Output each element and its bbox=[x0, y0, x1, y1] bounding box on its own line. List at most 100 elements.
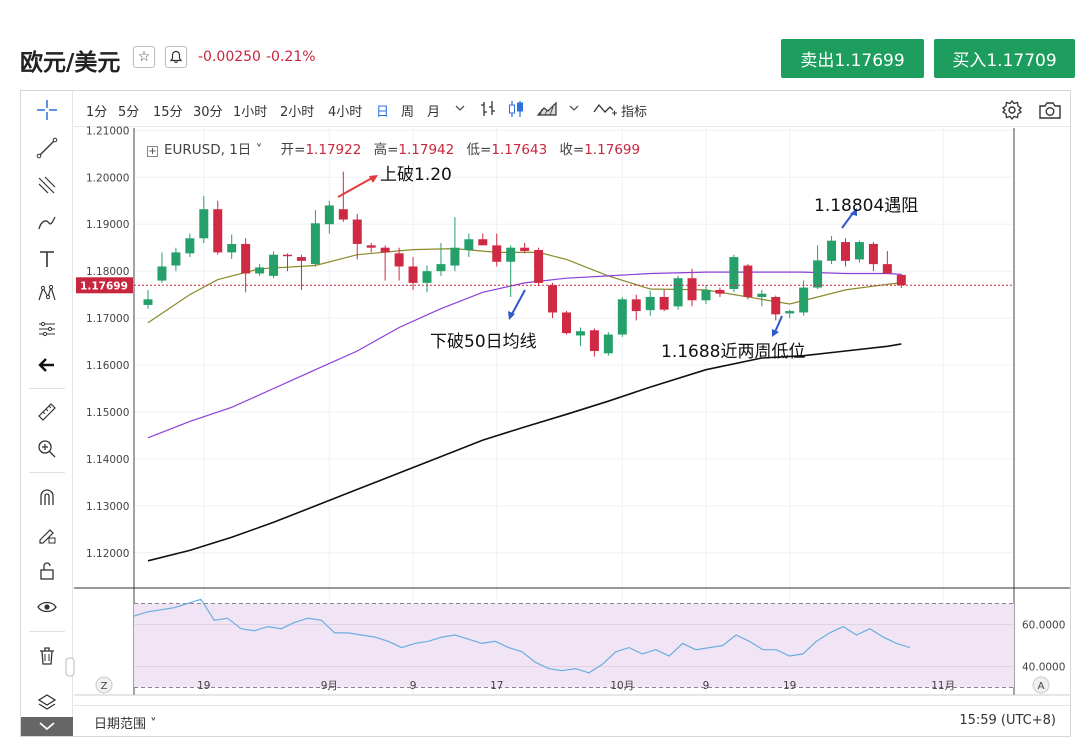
candle bbox=[241, 238, 251, 293]
high-label: 高= bbox=[373, 142, 399, 158]
price-tick-label: 1.21000 bbox=[86, 125, 129, 137]
trend-line-icon[interactable] bbox=[21, 133, 73, 163]
annotation-ma-break: 下破50日均线 bbox=[430, 332, 537, 352]
star-icon[interactable]: ☆ bbox=[133, 46, 155, 68]
toolbar-collapse-button[interactable] bbox=[21, 717, 73, 736]
date-range-button[interactable]: 日期范围 ˅ bbox=[94, 717, 157, 732]
price-tick-label: 1.14000 bbox=[86, 454, 129, 466]
candle bbox=[157, 252, 167, 283]
timeframe-4h[interactable]: 4小时 bbox=[328, 105, 363, 120]
chevron-down-icon[interactable]: ˅ bbox=[251, 142, 267, 158]
gear-icon[interactable] bbox=[1001, 99, 1023, 125]
candle-body bbox=[464, 239, 474, 251]
measure-icon[interactable] bbox=[21, 314, 73, 344]
timeframe-1m[interactable]: 1分 bbox=[86, 105, 108, 120]
candle-body bbox=[548, 285, 558, 313]
candle bbox=[548, 282, 558, 319]
candle bbox=[687, 268, 697, 307]
candle-body bbox=[868, 243, 878, 265]
symbol-label[interactable]: EURUSD, 1日 bbox=[164, 142, 252, 158]
unlock-icon[interactable] bbox=[21, 556, 73, 586]
timeframe-week[interactable]: 周 bbox=[401, 105, 415, 120]
brush-icon[interactable] bbox=[21, 207, 73, 237]
time-axis: 19 9月 9 17 10月 9 19 11月 Z A bbox=[65, 657, 1050, 694]
candlestick-icon[interactable] bbox=[506, 99, 526, 123]
indicator-icon[interactable] bbox=[593, 99, 617, 123]
chevron-down-icon[interactable] bbox=[568, 99, 580, 121]
lock-pencil-icon[interactable] bbox=[21, 520, 73, 550]
time-tick-label: 9 bbox=[410, 680, 417, 692]
candle-body bbox=[199, 209, 209, 239]
candle-body bbox=[659, 296, 669, 310]
close-label: 收= bbox=[559, 142, 585, 158]
eye-icon[interactable] bbox=[21, 592, 73, 622]
timeframe-month[interactable]: 月 bbox=[427, 105, 441, 120]
fib-tool-icon[interactable] bbox=[21, 170, 73, 200]
candle bbox=[436, 243, 446, 276]
candle-body bbox=[241, 243, 251, 274]
pattern-icon[interactable] bbox=[21, 279, 73, 309]
panel-resize-handle[interactable] bbox=[65, 657, 75, 677]
candle-body bbox=[394, 253, 404, 267]
candle bbox=[450, 217, 460, 272]
layers-icon[interactable] bbox=[21, 687, 73, 717]
candle bbox=[868, 242, 878, 272]
candle-body bbox=[882, 264, 892, 274]
price-tick-label: 1.18000 bbox=[86, 266, 129, 278]
candle bbox=[269, 251, 279, 279]
candle bbox=[422, 265, 432, 293]
indicators-button[interactable]: 指标 bbox=[621, 105, 648, 120]
ma_mid-line bbox=[147, 271, 902, 439]
annotation-arrows bbox=[337, 175, 857, 337]
time-tick-label: 10月 bbox=[610, 680, 634, 692]
chevron-down-icon[interactable] bbox=[454, 99, 466, 121]
candle bbox=[464, 233, 474, 258]
bar-chart-icon[interactable] bbox=[478, 99, 498, 123]
timezone-z-button[interactable]: Z bbox=[95, 676, 113, 694]
ruler-icon[interactable] bbox=[21, 397, 73, 427]
high-value: 1.17942 bbox=[398, 142, 455, 158]
close-value: 1.17699 bbox=[584, 142, 641, 158]
crosshair-icon[interactable] bbox=[21, 95, 73, 125]
candle-body bbox=[743, 265, 753, 297]
timeframe-day[interactable]: 日 bbox=[376, 105, 390, 120]
time-tick-label: 19 bbox=[197, 680, 210, 692]
candle bbox=[227, 234, 237, 259]
sell-button[interactable]: 卖出1.17699 bbox=[781, 39, 924, 78]
candle-body bbox=[492, 245, 502, 262]
time-tick-label: 17 bbox=[490, 680, 503, 692]
area-chart-icon[interactable] bbox=[536, 99, 560, 123]
auto-scale-button[interactable]: A bbox=[1032, 676, 1050, 694]
zoom-in-icon[interactable] bbox=[21, 434, 73, 464]
candle-body bbox=[478, 239, 488, 246]
text-tool-icon[interactable] bbox=[21, 244, 73, 274]
trash-icon[interactable] bbox=[21, 641, 73, 671]
candle-body bbox=[352, 219, 362, 244]
candle-body bbox=[338, 209, 348, 220]
camera-icon[interactable] bbox=[1038, 99, 1062, 125]
arrow-back-icon[interactable] bbox=[21, 350, 73, 380]
candle bbox=[408, 257, 418, 290]
timezone-clock[interactable]: 15:59 (UTC+8) bbox=[959, 713, 1056, 728]
candle-body bbox=[227, 243, 237, 253]
legend-expand-icon[interactable]: + bbox=[147, 146, 158, 157]
bell-icon[interactable] bbox=[165, 46, 187, 68]
timeframe-15m[interactable]: 15分 bbox=[153, 105, 183, 120]
candle-body bbox=[213, 209, 223, 253]
candle bbox=[185, 233, 195, 258]
candle bbox=[785, 309, 795, 319]
candle-body bbox=[687, 278, 697, 301]
timeframe-2h[interactable]: 2小时 bbox=[280, 105, 315, 120]
buy-button[interactable]: 买入1.17709 bbox=[934, 39, 1075, 78]
timeframe-30m[interactable]: 30分 bbox=[193, 105, 223, 120]
candle bbox=[283, 253, 292, 272]
current-price-label: 1.17699 bbox=[76, 277, 133, 294]
candle bbox=[394, 247, 404, 281]
timeframe-5m[interactable]: 5分 bbox=[118, 105, 140, 120]
candle-body bbox=[324, 205, 334, 225]
timeframe-1h[interactable]: 1小时 bbox=[233, 105, 268, 120]
candle bbox=[603, 332, 613, 356]
price-tick-label: 1.20000 bbox=[86, 172, 129, 184]
magnet-icon[interactable] bbox=[21, 483, 73, 513]
